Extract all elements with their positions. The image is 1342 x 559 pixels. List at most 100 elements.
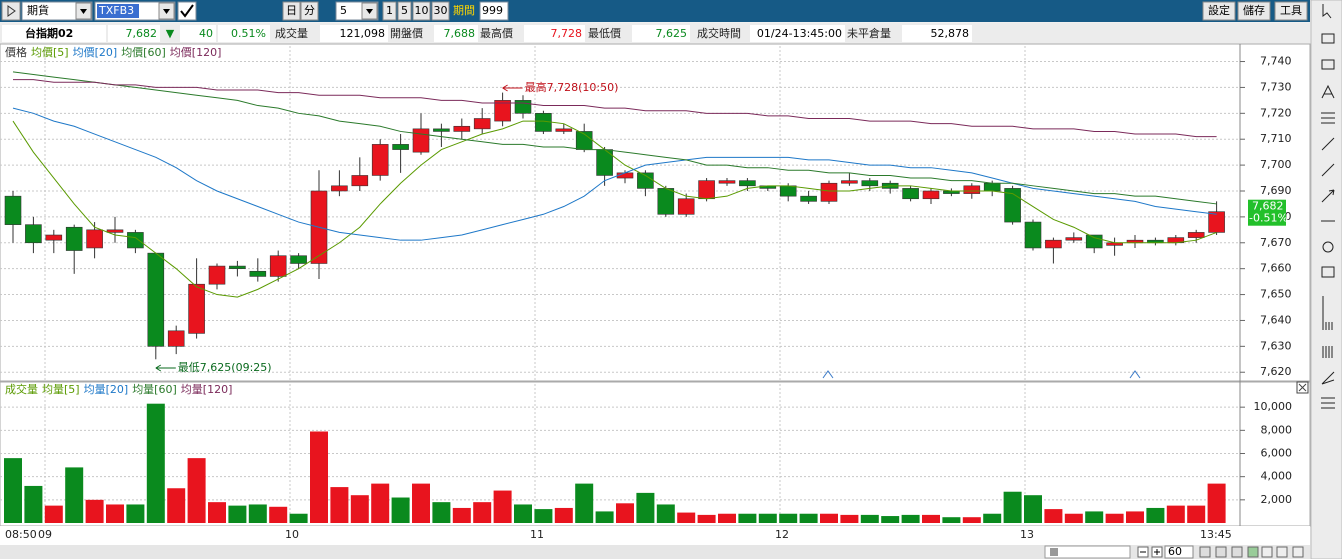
minute-button[interactable]	[300, 1, 319, 21]
volume-bar	[697, 514, 716, 523]
pointer-tool[interactable]	[1322, 4, 1332, 19]
volume-bar	[65, 467, 84, 523]
y-tick-label: 2,000	[1261, 493, 1293, 506]
legend-entry: 價格	[5, 45, 27, 59]
fib-tool[interactable]	[1322, 296, 1333, 330]
candle-body	[1187, 232, 1205, 238]
last-price-tag-text: -0.51%	[1249, 212, 1288, 225]
volume-bar	[493, 490, 512, 523]
toolbar-controls: 期貨 TXFB3 日 分 5 期間 999	[1, 1, 509, 21]
nav-button[interactable]	[1261, 546, 1273, 558]
volume-bar	[85, 499, 104, 523]
interval-button[interactable]	[397, 1, 412, 21]
field-label: 最高價	[480, 26, 513, 40]
volume-bar	[636, 492, 655, 523]
volume-bar	[1003, 491, 1022, 523]
interval-button[interactable]	[382, 1, 397, 21]
play-button[interactable]	[1, 1, 21, 21]
toolbar	[0, 0, 1310, 22]
volume-bar	[514, 504, 532, 523]
fan-tool[interactable]	[1321, 371, 1335, 385]
volume-bar	[656, 504, 675, 523]
y-tick-label: 8,000	[1261, 423, 1293, 436]
trend-tool-2[interactable]	[1321, 163, 1335, 177]
toolbar-button[interactable]	[1237, 1, 1271, 21]
scroll-thumb[interactable]	[1050, 548, 1058, 556]
last-price-tag	[1248, 199, 1286, 226]
toolbar-button-label: 工具	[1280, 4, 1302, 17]
eraser-tool[interactable]	[1321, 33, 1335, 44]
volume-bar	[799, 513, 818, 523]
candle-body	[127, 232, 144, 249]
scroll-track[interactable]	[1044, 545, 1131, 559]
interval-button[interactable]	[431, 1, 450, 21]
legend-entry: 均價[20]	[73, 45, 118, 59]
moving-average	[12, 120, 1217, 298]
volume-bar	[840, 514, 859, 523]
y-tick-label: 7,620	[1260, 365, 1292, 378]
change: 40	[199, 27, 213, 40]
volume-bar	[881, 516, 900, 523]
volume-bar	[412, 483, 430, 523]
field-label: 最低價	[588, 26, 621, 40]
eraser-all-tool[interactable]	[1321, 59, 1335, 70]
grid-tool[interactable]	[1321, 397, 1335, 409]
change-arrow: ▼	[166, 27, 175, 40]
pct-cell	[218, 25, 270, 42]
interval-button[interactable]	[412, 1, 431, 21]
arrow-tool[interactable]	[1321, 189, 1335, 203]
check-icon	[180, 4, 194, 18]
nav-button[interactable]	[1215, 546, 1227, 558]
y-tick-label: 7,660	[1260, 262, 1292, 275]
toolbar-button[interactable]	[1202, 1, 1236, 21]
text-tool[interactable]	[1321, 84, 1335, 99]
volume-bar	[452, 507, 471, 523]
volume-bar	[942, 517, 961, 523]
legend: 成交量 均量[5] 均量[20] 均量[60] 均量[120]	[5, 382, 232, 396]
volume-bar	[391, 497, 410, 523]
volume-bar	[595, 511, 614, 523]
nav-button[interactable]	[1247, 546, 1259, 558]
candle-body	[1065, 237, 1083, 241]
status-bar	[0, 545, 1310, 559]
interval-label: 30	[434, 4, 448, 17]
candle-body	[371, 144, 389, 176]
last-price: 7,682	[126, 27, 158, 40]
nav-button[interactable]	[1199, 546, 1211, 558]
volume-bar	[922, 514, 940, 523]
trend-tool[interactable]	[1321, 137, 1335, 151]
y-tick-label: 7,690	[1260, 184, 1292, 197]
legend-entry: 均量[120]	[181, 383, 233, 396]
volume-bar	[860, 514, 879, 523]
candle-body	[739, 180, 756, 187]
market-select[interactable]	[21, 1, 93, 21]
legend-entry: 均價[5]	[31, 45, 69, 59]
volume-bar	[1166, 505, 1185, 523]
toolbar-button[interactable]	[1274, 1, 1308, 21]
zoom-input[interactable]	[1164, 545, 1194, 559]
volume-bar	[330, 487, 349, 523]
checkbox[interactable]	[177, 1, 197, 21]
nav-button[interactable]	[1292, 546, 1304, 558]
volume-bar	[616, 503, 634, 523]
period-tool[interactable]	[1322, 346, 1333, 358]
annotation: 最低7,625(09:25)	[178, 361, 272, 374]
field-cell	[902, 25, 972, 42]
period-input[interactable]	[479, 1, 509, 21]
day-button[interactable]	[282, 1, 301, 21]
x-tick-label: 13	[1020, 528, 1034, 541]
y-tick-label: 7,720	[1260, 106, 1292, 119]
signal-mark	[822, 370, 834, 379]
minute-text: 分	[304, 4, 315, 17]
signal-mark	[1129, 370, 1141, 379]
rect-tool[interactable]	[1321, 266, 1335, 278]
candle-body	[1004, 188, 1021, 223]
nav-button[interactable]	[1231, 546, 1243, 558]
candle-body	[800, 195, 817, 202]
candle-body	[208, 265, 226, 285]
field-value: 7,688	[444, 27, 476, 40]
nav-button[interactable]	[1276, 546, 1288, 558]
circle-tool[interactable]	[1322, 241, 1334, 253]
lines-tool[interactable]	[1321, 112, 1335, 124]
price-cell	[108, 25, 160, 42]
